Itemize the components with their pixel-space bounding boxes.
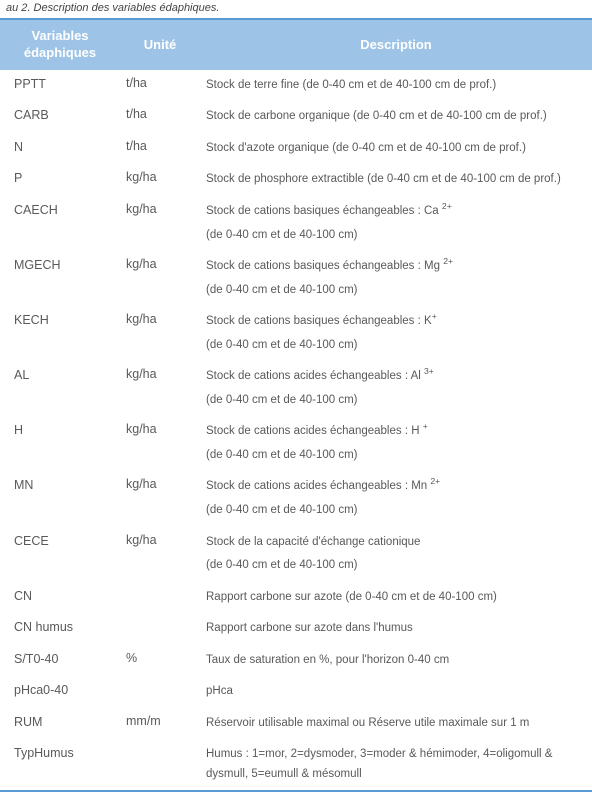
- cell-unit: kg/ha: [120, 164, 200, 196]
- cell-description: Stock de cations basiques échangeables :…: [200, 251, 592, 306]
- cell-unit: t/ha: [120, 133, 200, 165]
- table-row: Nt/ha Stock d'azote organique (de 0-40 cm…: [0, 133, 592, 165]
- cell-description: Stock de cations acides échangeables : A…: [200, 361, 592, 416]
- description-line: pHca: [206, 682, 586, 702]
- description-line: Humus : 1=mor, 2=dysmoder, 3=moder & hém…: [206, 745, 586, 784]
- description-line: Stock d'azote organique (de 0-40 cm et d…: [206, 139, 586, 159]
- cell-description: Stock de phosphore extractible (de 0-40 …: [200, 164, 592, 196]
- cell-unit: [120, 582, 200, 614]
- cell-unit: [120, 739, 200, 790]
- cell-description: Stock de carbone organique (de 0-40 cm e…: [200, 101, 592, 133]
- cell-unit: kg/ha: [120, 471, 200, 526]
- cell-description: pHca: [200, 676, 592, 708]
- cell-unit: t/ha: [120, 101, 200, 133]
- cell-variable: RUM: [0, 708, 120, 740]
- description-line: (de 0-40 cm et de 40-100 cm): [206, 446, 586, 466]
- cell-description: Taux de saturation en %, pour l'horizon …: [200, 645, 592, 677]
- description-line: (de 0-40 cm et de 40-100 cm): [206, 391, 586, 411]
- cell-variable: H: [0, 416, 120, 471]
- table-row: Pkg/ha Stock de phosphore extractible (de…: [0, 164, 592, 196]
- cell-variable: S/T0-40: [0, 645, 120, 677]
- cell-description: Stock de la capacité d'échange cationiqu…: [200, 527, 592, 582]
- description-line: (de 0-40 cm et de 40-100 cm): [206, 226, 586, 246]
- cell-variable: PPTT: [0, 70, 120, 102]
- cell-unit: kg/ha: [120, 306, 200, 361]
- table-caption: au 2. Description des variables édaphiqu…: [0, 0, 592, 18]
- cell-description: Stock d'azote organique (de 0-40 cm et d…: [200, 133, 592, 165]
- cell-description: Rapport carbone sur azote dans l'humus: [200, 613, 592, 645]
- table-body: PPTTt/ha Stock de terre fine (de 0-40 cm …: [0, 70, 592, 791]
- table-row: RUMmm/m Réservoir utilisable maximal ou R…: [0, 708, 592, 740]
- cell-description: Réservoir utilisable maximal ou Réserve …: [200, 708, 592, 740]
- table-row: CARBt/ha Stock de carbone organique (de 0…: [0, 101, 592, 133]
- cell-variable: TypHumus: [0, 739, 120, 790]
- description-line: Stock de carbone organique (de 0-40 cm e…: [206, 107, 586, 127]
- description-line: Stock de cations acides échangeables : M…: [206, 477, 586, 497]
- cell-unit: kg/ha: [120, 361, 200, 416]
- cell-unit: kg/ha: [120, 527, 200, 582]
- description-line: Taux de saturation en %, pour l'horizon …: [206, 651, 586, 671]
- cell-variable: MGECH: [0, 251, 120, 306]
- table-row: KECHkg/ha Stock de cations basiques échan…: [0, 306, 592, 361]
- header-variables: Variables édaphiques: [0, 20, 120, 70]
- table-row: S/T0-40% Taux de saturation en %, pour l'…: [0, 645, 592, 677]
- cell-description: Stock de cations basiques échangeables :…: [200, 306, 592, 361]
- cell-description: Stock de terre fine (de 0-40 cm et de 40…: [200, 70, 592, 102]
- description-line: (de 0-40 cm et de 40-100 cm): [206, 336, 586, 356]
- description-line: Stock de cations basiques échangeables :…: [206, 312, 586, 332]
- description-line: (de 0-40 cm et de 40-100 cm): [206, 501, 586, 521]
- cell-variable: KECH: [0, 306, 120, 361]
- description-line: Rapport carbone sur azote (de 0-40 cm et…: [206, 588, 586, 608]
- table-row: CECEkg/ha Stock de la capacité d'échange …: [0, 527, 592, 582]
- cell-unit: kg/ha: [120, 251, 200, 306]
- description-line: Stock de phosphore extractible (de 0-40 …: [206, 170, 586, 190]
- edaphic-variables-table: Variables édaphiques Unité Description P…: [0, 18, 592, 792]
- cell-unit: kg/ha: [120, 196, 200, 251]
- description-line: Rapport carbone sur azote dans l'humus: [206, 619, 586, 639]
- description-line: Stock de cations acides échangeables : A…: [206, 367, 586, 387]
- cell-unit: [120, 676, 200, 708]
- description-line: Réservoir utilisable maximal ou Réserve …: [206, 714, 586, 734]
- table-row: Hkg/ha Stock de cations acides échangeabl…: [0, 416, 592, 471]
- table-row: ALkg/ha Stock de cations acides échangeab…: [0, 361, 592, 416]
- cell-unit: t/ha: [120, 70, 200, 102]
- table-row: MNkg/ha Stock de cations acides échangeab…: [0, 471, 592, 526]
- cell-variable: CN: [0, 582, 120, 614]
- cell-unit: [120, 613, 200, 645]
- cell-variable: CECE: [0, 527, 120, 582]
- description-line: (de 0-40 cm et de 40-100 cm): [206, 556, 586, 576]
- cell-variable: CARB: [0, 101, 120, 133]
- table-header-row: Variables édaphiques Unité Description: [0, 20, 592, 70]
- cell-unit: kg/ha: [120, 416, 200, 471]
- cell-unit: mm/m: [120, 708, 200, 740]
- table-row: PPTTt/ha Stock de terre fine (de 0-40 cm …: [0, 70, 592, 102]
- cell-description: Stock de cations basiques échangeables :…: [200, 196, 592, 251]
- cell-description: Stock de cations acides échangeables : H…: [200, 416, 592, 471]
- cell-variable: pHca0-40: [0, 676, 120, 708]
- cell-variable: P: [0, 164, 120, 196]
- table-row: CN Rapport carbone sur azote (de 0-40 cm …: [0, 582, 592, 614]
- table-row: pHca0-40 pHca: [0, 676, 592, 708]
- cell-variable: CN humus: [0, 613, 120, 645]
- description-line: Stock de cations basiques échangeables :…: [206, 202, 586, 222]
- cell-unit: %: [120, 645, 200, 677]
- cell-variable: AL: [0, 361, 120, 416]
- header-unit: Unité: [120, 20, 200, 70]
- cell-variable: N: [0, 133, 120, 165]
- cell-variable: MN: [0, 471, 120, 526]
- description-line: Stock de cations acides échangeables : H…: [206, 422, 586, 442]
- cell-description: Humus : 1=mor, 2=dysmoder, 3=moder & hém…: [200, 739, 592, 790]
- cell-description: Rapport carbone sur azote (de 0-40 cm et…: [200, 582, 592, 614]
- table-row: CAECHkg/ha Stock de cations basiques écha…: [0, 196, 592, 251]
- description-line: Stock de terre fine (de 0-40 cm et de 40…: [206, 76, 586, 96]
- table-row: MGECHkg/ha Stock de cations basiques écha…: [0, 251, 592, 306]
- description-line: Stock de cations basiques échangeables :…: [206, 257, 586, 277]
- cell-description: Stock de cations acides échangeables : M…: [200, 471, 592, 526]
- table-row: TypHumus Humus : 1=mor, 2=dysmoder, 3=mod…: [0, 739, 592, 790]
- description-line: (de 0-40 cm et de 40-100 cm): [206, 281, 586, 301]
- header-description: Description: [200, 20, 592, 70]
- table-row: CN humus Rapport carbone sur azote dans l…: [0, 613, 592, 645]
- cell-variable: CAECH: [0, 196, 120, 251]
- description-line: Stock de la capacité d'échange cationiqu…: [206, 533, 586, 553]
